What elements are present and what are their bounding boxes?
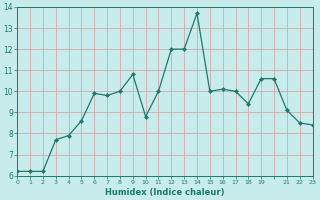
X-axis label: Humidex (Indice chaleur): Humidex (Indice chaleur) [105,188,225,197]
